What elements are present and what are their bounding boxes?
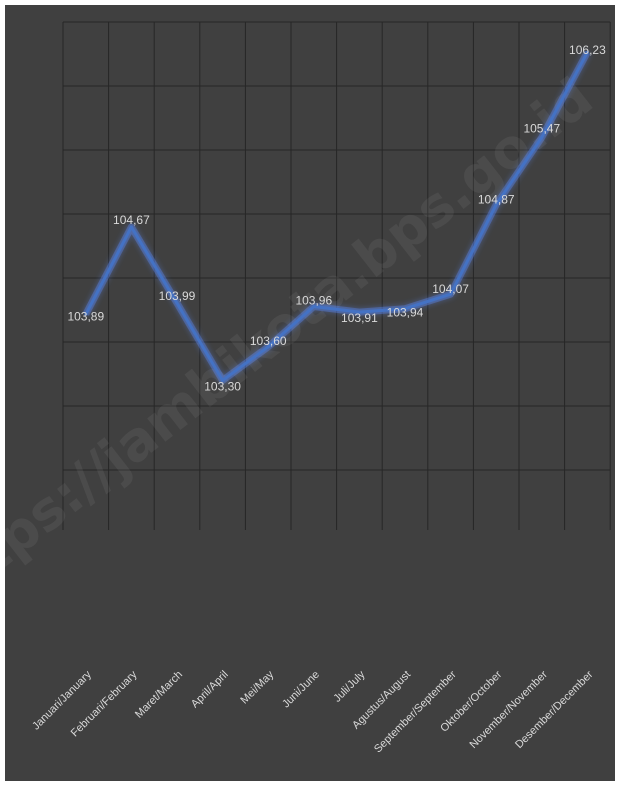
data-point	[449, 292, 453, 296]
data-point	[129, 225, 133, 229]
data-point	[403, 307, 407, 311]
data-point	[357, 310, 361, 314]
data-point	[84, 312, 88, 316]
data-labels: 103,89 104,67 103,99 103,30 103,60 103,96 103,…	[67, 43, 606, 393]
data-point	[585, 50, 589, 54]
data-label: 103,60	[250, 334, 287, 348]
data-point	[494, 203, 498, 207]
data-label: 103,94	[387, 306, 424, 320]
series-line	[84, 51, 589, 382]
data-label: 104,07	[432, 282, 469, 296]
chart-background	[5, 5, 615, 781]
series	[82, 50, 591, 384]
data-label: 103,91	[341, 311, 378, 325]
data-point	[175, 301, 179, 305]
data-label: 104,87	[478, 193, 515, 207]
data-label: 105,47	[523, 121, 560, 135]
data-point	[221, 378, 225, 382]
data-label: 103,99	[159, 289, 196, 303]
data-label: 106,23	[569, 43, 606, 57]
data-point	[266, 345, 270, 349]
data-point	[312, 304, 316, 308]
data-label: 103,30	[204, 379, 241, 393]
data-label: 103,89	[67, 309, 104, 323]
data-point	[540, 135, 544, 139]
grid	[62, 21, 611, 530]
data-label: 103,96	[295, 293, 332, 307]
data-label: 104,67	[113, 213, 150, 227]
